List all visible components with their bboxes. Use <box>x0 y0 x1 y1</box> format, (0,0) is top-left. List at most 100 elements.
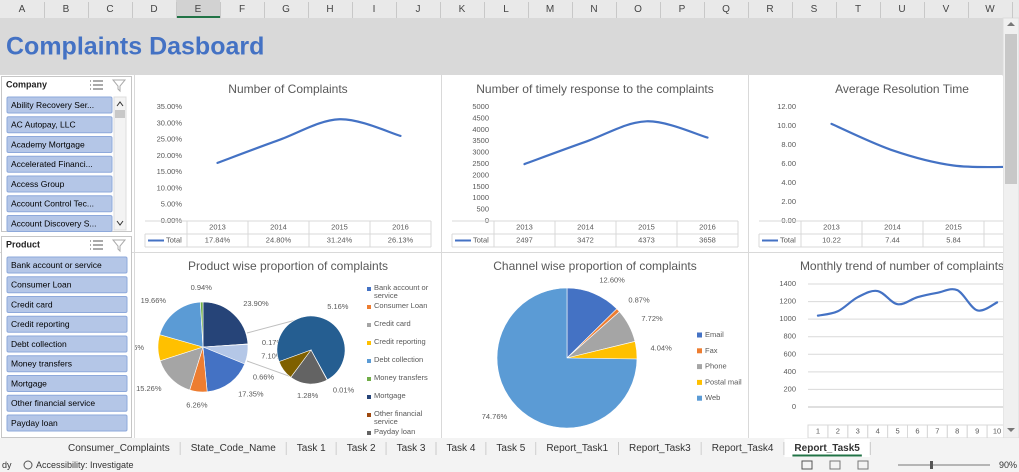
sheet-tab-label[interactable]: Task 2 <box>347 443 376 454</box>
column-header[interactable]: E <box>195 4 202 15</box>
column-header[interactable]: O <box>634 4 642 15</box>
slicer-item-label[interactable]: Consumer Loan <box>11 280 72 290</box>
sheet-tab[interactable] <box>701 439 784 457</box>
slicer-item-label[interactable]: Academy Mortgage <box>11 139 85 149</box>
legend-label: Fax <box>705 346 718 355</box>
clear-filter-icon[interactable] <box>111 79 127 93</box>
page-break-button[interactable] <box>857 460 869 470</box>
column-header[interactable]: M <box>546 4 554 15</box>
sheet-tab-label[interactable]: Report_Task5 <box>794 443 860 454</box>
column-header[interactable]: V <box>943 4 950 15</box>
slicer-item[interactable] <box>6 315 128 333</box>
slicer-item-label[interactable]: Bank account or service <box>11 260 102 270</box>
slicer-scroll-thumb[interactable] <box>115 110 125 118</box>
slicer-item[interactable] <box>6 155 113 173</box>
scroll-thumb[interactable] <box>1005 34 1017 184</box>
data-label: 6.26% <box>186 401 208 410</box>
column-header[interactable]: P <box>679 4 686 15</box>
sheet-tab-label[interactable]: Task 5 <box>496 443 525 454</box>
slicer-scroll-down[interactable] <box>116 220 124 226</box>
slicer-item[interactable] <box>6 256 128 274</box>
slicer-item[interactable] <box>6 215 113 232</box>
sheet-tab-label[interactable]: Task 1 <box>297 443 326 454</box>
slicer-item-label[interactable]: Ability Recovery Ser... <box>11 100 94 110</box>
sheet-tab-label[interactable]: Report_Task3 <box>629 443 691 454</box>
column-header[interactable]: T <box>855 4 861 15</box>
slicer-item-label[interactable]: Mortgage <box>11 378 47 388</box>
slicer-item[interactable] <box>6 375 128 392</box>
clear-filter-icon[interactable] <box>111 239 127 253</box>
sheet-tab[interactable] <box>619 439 701 457</box>
column-header[interactable]: W <box>985 4 995 15</box>
accessibility-status[interactable]: Accessibility: Investigate <box>36 460 134 470</box>
slicer-item[interactable] <box>6 175 113 193</box>
sheet-tab[interactable] <box>58 439 180 457</box>
slicer-item[interactable] <box>6 116 113 134</box>
slicer-item[interactable] <box>6 136 113 153</box>
legend-swatch <box>367 341 371 345</box>
slicer-scrollbar[interactable] <box>113 96 127 231</box>
sheet-tab-label[interactable]: Report_Task4 <box>712 443 774 454</box>
sheet-tab-label[interactable]: Report_Task1 <box>546 443 608 454</box>
column-header[interactable]: D <box>150 4 157 15</box>
chart: Monthly trend of number of complaints 0 20… <box>749 253 1003 438</box>
sheet-tab-label[interactable]: Task 3 <box>397 443 426 454</box>
column-header[interactable]: A <box>19 4 26 15</box>
column-header[interactable]: S <box>811 4 818 15</box>
slicer-item-label[interactable]: Account Control Tec... <box>11 199 94 209</box>
sheet-tab[interactable] <box>486 439 536 457</box>
sheet-tab[interactable] <box>536 439 619 457</box>
column-header[interactable]: F <box>239 4 245 15</box>
slicer-item-label[interactable]: Credit card <box>11 299 53 309</box>
sheet-tab[interactable] <box>436 439 486 457</box>
column-header[interactable]: L <box>503 4 509 15</box>
slicer-item-label[interactable]: Accelerated Financi... <box>11 159 93 169</box>
slicer-item[interactable] <box>6 296 128 313</box>
slicer-item-label[interactable]: Other financial service <box>11 398 95 408</box>
sheet-tab-label[interactable]: Consumer_Complaints <box>68 443 170 454</box>
column-header[interactable]: I <box>373 4 376 15</box>
legend-swatch <box>367 431 371 435</box>
column-header[interactable]: Q <box>722 4 730 15</box>
sheet-tab[interactable] <box>784 439 870 457</box>
column-header[interactable]: H <box>326 4 333 15</box>
sheet-tab-label[interactable]: State_Code_Name <box>191 443 276 454</box>
page-layout-button[interactable] <box>829 460 841 470</box>
slicer-item[interactable] <box>6 195 113 213</box>
slicer-item-label[interactable]: Account Discovery S... <box>11 218 97 228</box>
slicer-item-label[interactable]: Payday loan <box>11 418 58 428</box>
normal-view-button[interactable] <box>801 460 813 470</box>
column-header[interactable]: B <box>63 4 70 15</box>
column-header[interactable]: C <box>106 4 113 15</box>
sheet-tab-label[interactable]: Task 4 <box>447 443 476 454</box>
slicer-item-label[interactable]: Debt collection <box>11 339 67 349</box>
zoom-thumb[interactable] <box>930 461 933 469</box>
legend-label: Credit reporting <box>374 338 426 346</box>
slicer-item[interactable] <box>6 414 128 432</box>
column-header[interactable]: G <box>282 4 290 15</box>
column-header[interactable]: N <box>590 4 597 15</box>
sheet-tab[interactable] <box>286 439 336 457</box>
column-header[interactable]: R <box>766 4 773 15</box>
sheet-tab[interactable] <box>180 439 286 457</box>
slicer-item[interactable] <box>6 335 128 353</box>
legend-swatch <box>697 364 702 370</box>
column-header[interactable]: J <box>416 4 421 15</box>
slicer-item[interactable] <box>6 276 128 294</box>
slicer-item-label[interactable]: Money transfers <box>11 359 72 369</box>
x-tick-label: 5 <box>895 426 899 435</box>
slicer-item-label[interactable]: Access Group <box>11 179 65 189</box>
sheet-tab[interactable] <box>336 439 386 457</box>
slicer-item[interactable] <box>6 355 128 373</box>
multi-select-icon[interactable] <box>90 240 103 250</box>
sheet-tab[interactable] <box>386 439 436 457</box>
slicer-item[interactable] <box>6 394 128 412</box>
column-header[interactable]: U <box>898 4 905 15</box>
column-header[interactable]: K <box>459 4 466 15</box>
legend-entry: Other financial service <box>374 410 422 426</box>
slicer-scroll-up[interactable] <box>116 101 124 107</box>
slicer-item-label[interactable]: Credit reporting <box>11 319 70 329</box>
slicer-item[interactable] <box>6 96 113 114</box>
multi-select-icon[interactable] <box>90 80 103 90</box>
slicer-item-label[interactable]: AC Autopay, LLC <box>11 120 76 130</box>
